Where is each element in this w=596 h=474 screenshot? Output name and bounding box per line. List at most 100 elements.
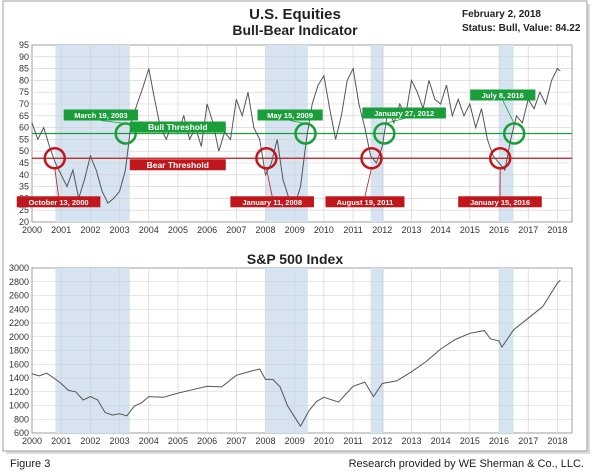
research-credit: Research provided by WE Sherman & Co., L… <box>348 458 584 470</box>
signal-label-bull: July 8, 2016 <box>482 91 524 100</box>
x-tick-label: 2018 <box>547 436 567 446</box>
y-tick-label: 3000 <box>9 263 29 273</box>
x-tick-label: 2010 <box>314 436 334 446</box>
bull-bear-indicator-chart: 2025303540455055606570758085909520002001… <box>16 40 573 235</box>
y-tick-label: 2400 <box>9 304 29 314</box>
x-tick-label: 2005 <box>168 225 188 235</box>
x-tick-label: 2013 <box>401 225 421 235</box>
signal-label-box <box>325 196 405 208</box>
x-tick-label: 2011 <box>343 436 362 446</box>
y-tick-label: 95 <box>19 40 29 50</box>
x-tick-label: 2003 <box>110 225 130 235</box>
signal-connector <box>290 120 306 124</box>
y-tick-label: 600 <box>14 428 29 438</box>
y-tick-label: 1400 <box>9 373 29 383</box>
x-tick-label: 2004 <box>139 225 159 235</box>
series-line-0 <box>31 66 561 207</box>
y-tick-label: 2000 <box>9 332 29 342</box>
signal-connector <box>364 168 372 197</box>
y-tick-label: 25 <box>19 205 29 215</box>
y-tick-label: 75 <box>19 87 29 97</box>
indicator-status: Status: Bull, Value: 84.22 <box>462 23 581 34</box>
x-tick-label: 2008 <box>255 436 275 446</box>
sp500-index-chart: 600 800 1000 1200 1400 1600 1800 2000 2200 2400 26… <box>9 263 573 446</box>
y-tick-label: 40 <box>19 170 29 180</box>
figure-label: Figure 3 <box>10 458 51 470</box>
x-tick-label: 2009 <box>285 436 305 446</box>
signal-connector <box>265 168 273 197</box>
x-tick-label: 2015 <box>460 436 480 446</box>
x-tick-label: 2012 <box>372 436 392 446</box>
x-tick-label: 2008 <box>255 225 275 235</box>
series-line-0 <box>31 280 561 428</box>
x-tick-label: 2006 <box>197 436 217 446</box>
x-tick-label: 2007 <box>226 225 246 235</box>
x-tick-label: 2018 <box>547 225 567 235</box>
x-tick-label: 2011 <box>343 225 362 235</box>
signal-label-box <box>458 196 542 208</box>
y-tick-label: 2800 <box>9 277 29 287</box>
y-tick-label: 55 <box>19 134 29 144</box>
y-tick-label: 60 <box>19 123 29 133</box>
x-tick-label: 2007 <box>226 436 246 446</box>
signal-label-bear: January 11, 2008 <box>242 198 302 207</box>
signal-label-box <box>257 109 323 121</box>
signal-connector <box>502 100 515 124</box>
threshold-label-1: Bear Threshold <box>147 160 209 170</box>
x-tick-label: 2001 <box>51 436 71 446</box>
y-tick-label: 1000 <box>9 401 29 411</box>
y-tick-label: 1800 <box>9 346 29 356</box>
threshold-label-box-0 <box>129 121 226 133</box>
y-tick-label: 65 <box>19 111 29 121</box>
y-tick-label: 90 <box>19 52 29 62</box>
x-tick-label: 2010 <box>314 225 334 235</box>
signal-connector <box>384 118 405 124</box>
y-tick-label: 1200 <box>9 387 29 397</box>
x-tick-label: 2016 <box>489 225 509 235</box>
threshold-label-box-1 <box>129 159 226 171</box>
signal-label-box <box>362 107 446 119</box>
x-tick-label: 2017 <box>518 436 538 446</box>
y-tick-label: 2600 <box>9 291 29 301</box>
y-tick-label: 800 <box>14 414 29 424</box>
signal-connector <box>100 120 126 124</box>
signal-label-box <box>470 89 536 101</box>
x-tick-label: 2002 <box>80 225 100 235</box>
y-tick-label: 2200 <box>9 318 29 328</box>
threshold-label-0: Bull Threshold <box>148 122 208 132</box>
y-tick-label: 35 <box>19 182 29 192</box>
x-tick-label: 2012 <box>372 225 392 235</box>
signal-label-box <box>63 109 139 121</box>
top-chart-title-line1: U.S. Equities <box>249 6 341 23</box>
top-chart-title-line2: Bull-Bear Indicator <box>232 22 358 38</box>
x-tick-label: 2005 <box>168 436 188 446</box>
y-tick-label: 50 <box>19 146 29 156</box>
y-tick-label: 80 <box>19 75 29 85</box>
signal-label-box <box>230 196 314 208</box>
x-tick-label: 2016 <box>489 436 509 446</box>
signal-label-bear: October 13, 2000 <box>29 198 89 207</box>
y-tick-label: 1600 <box>9 359 29 369</box>
y-tick-label: 20 <box>19 217 29 227</box>
x-tick-label: 2000 <box>22 225 42 235</box>
x-tick-label: 2006 <box>197 225 217 235</box>
x-tick-label: 2009 <box>285 225 305 235</box>
x-tick-label: 2017 <box>518 225 538 235</box>
x-tick-label: 2013 <box>401 436 421 446</box>
signal-label-bull: March 19, 2003 <box>74 111 127 120</box>
report-date: February 2, 2018 <box>462 9 541 20</box>
y-tick-label: 70 <box>19 99 29 109</box>
x-tick-label: 2015 <box>460 225 480 235</box>
signal-label-box <box>16 196 101 208</box>
y-tick-label: 45 <box>19 158 29 168</box>
y-tick-label: 85 <box>19 64 29 74</box>
sp500-chart-title: S&P 500 Index <box>247 251 343 267</box>
x-tick-label: 2000 <box>22 436 42 446</box>
signal-connector <box>54 168 59 197</box>
x-tick-label: 2014 <box>431 225 451 235</box>
signal-label-bear: January 15, 2016 <box>470 198 530 207</box>
x-tick-label: 2001 <box>51 225 71 235</box>
signal-label-bear: August 19, 2011 <box>337 198 394 207</box>
x-tick-label: 2003 <box>110 436 130 446</box>
